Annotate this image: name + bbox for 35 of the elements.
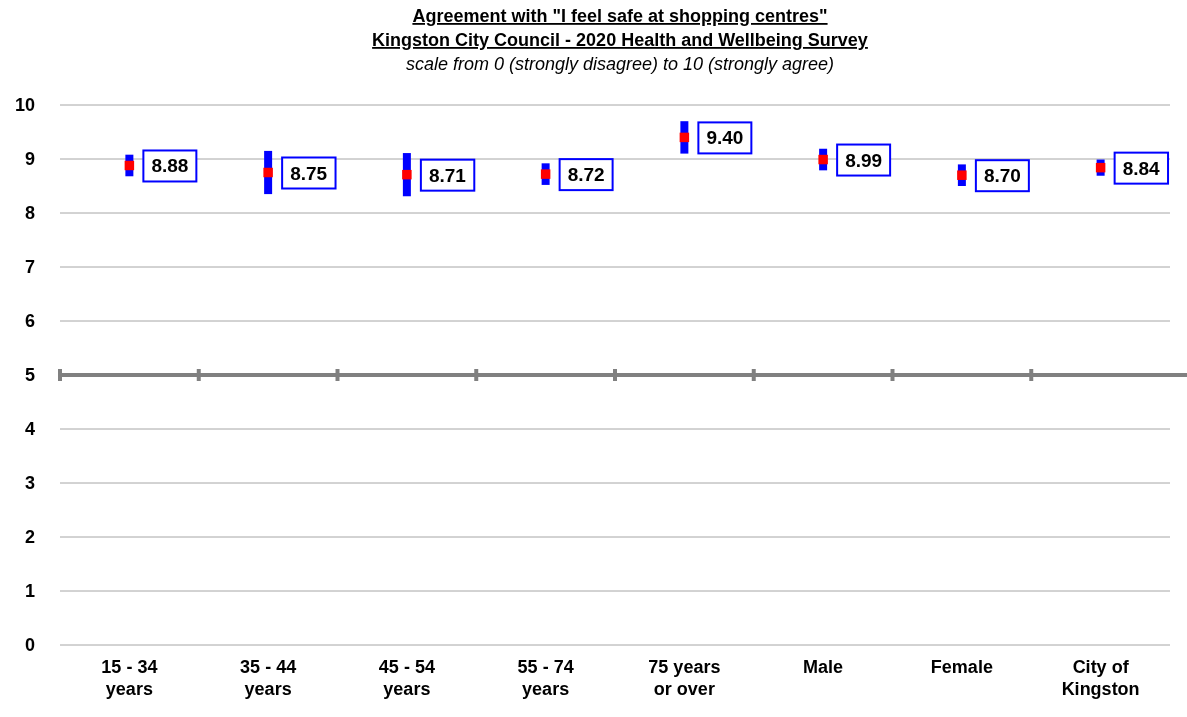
y-tick-label: 3: [24, 473, 35, 494]
x-tick-label: City of Kingston: [1061, 657, 1140, 699]
y-tick-label: 6: [24, 311, 35, 332]
x-tick-label: Male: [803, 657, 844, 677]
point: [402, 169, 412, 180]
y-tick-label: 5: [24, 365, 35, 386]
x-tick-label: Female: [930, 657, 993, 677]
point: [679, 132, 690, 143]
data-label: 8.71: [428, 164, 467, 186]
y-tick-label: 7: [24, 257, 35, 278]
y-tick-label: 10: [14, 95, 35, 116]
point: [957, 170, 967, 180]
x-tick-label: 35 - 44 years: [240, 657, 297, 699]
x-tick-label: 75 years or over: [648, 657, 721, 699]
x-tick-label: 45 - 54 years: [378, 657, 435, 699]
data-label: 9.40: [706, 127, 744, 149]
point: [818, 154, 828, 165]
data-label: 8.99: [845, 149, 883, 171]
y-tick-label: 0: [24, 635, 35, 656]
point: [540, 169, 551, 179]
y-tick-label: 8: [24, 203, 35, 224]
y-tick-label: 9: [24, 149, 35, 170]
data-label: 8.72: [567, 164, 605, 186]
y-tick-label: 2: [24, 527, 35, 548]
chart-subtitle: scale from 0 (strongly disagree) to 10 (strongly agree): [405, 54, 835, 74]
data-label: 8.75: [290, 162, 328, 184]
point: [124, 160, 135, 171]
y-tick-label: 1: [24, 581, 35, 602]
y-tick-label: 4: [24, 419, 35, 440]
x-tick-label: 55 - 74 years: [517, 657, 574, 699]
data-label: 8.70: [983, 165, 1021, 187]
point: [263, 167, 273, 178]
data-label: 8.84: [1122, 157, 1161, 179]
x-tick-label: 15 - 34 years: [101, 657, 158, 699]
data-label: 8.88: [151, 155, 189, 177]
